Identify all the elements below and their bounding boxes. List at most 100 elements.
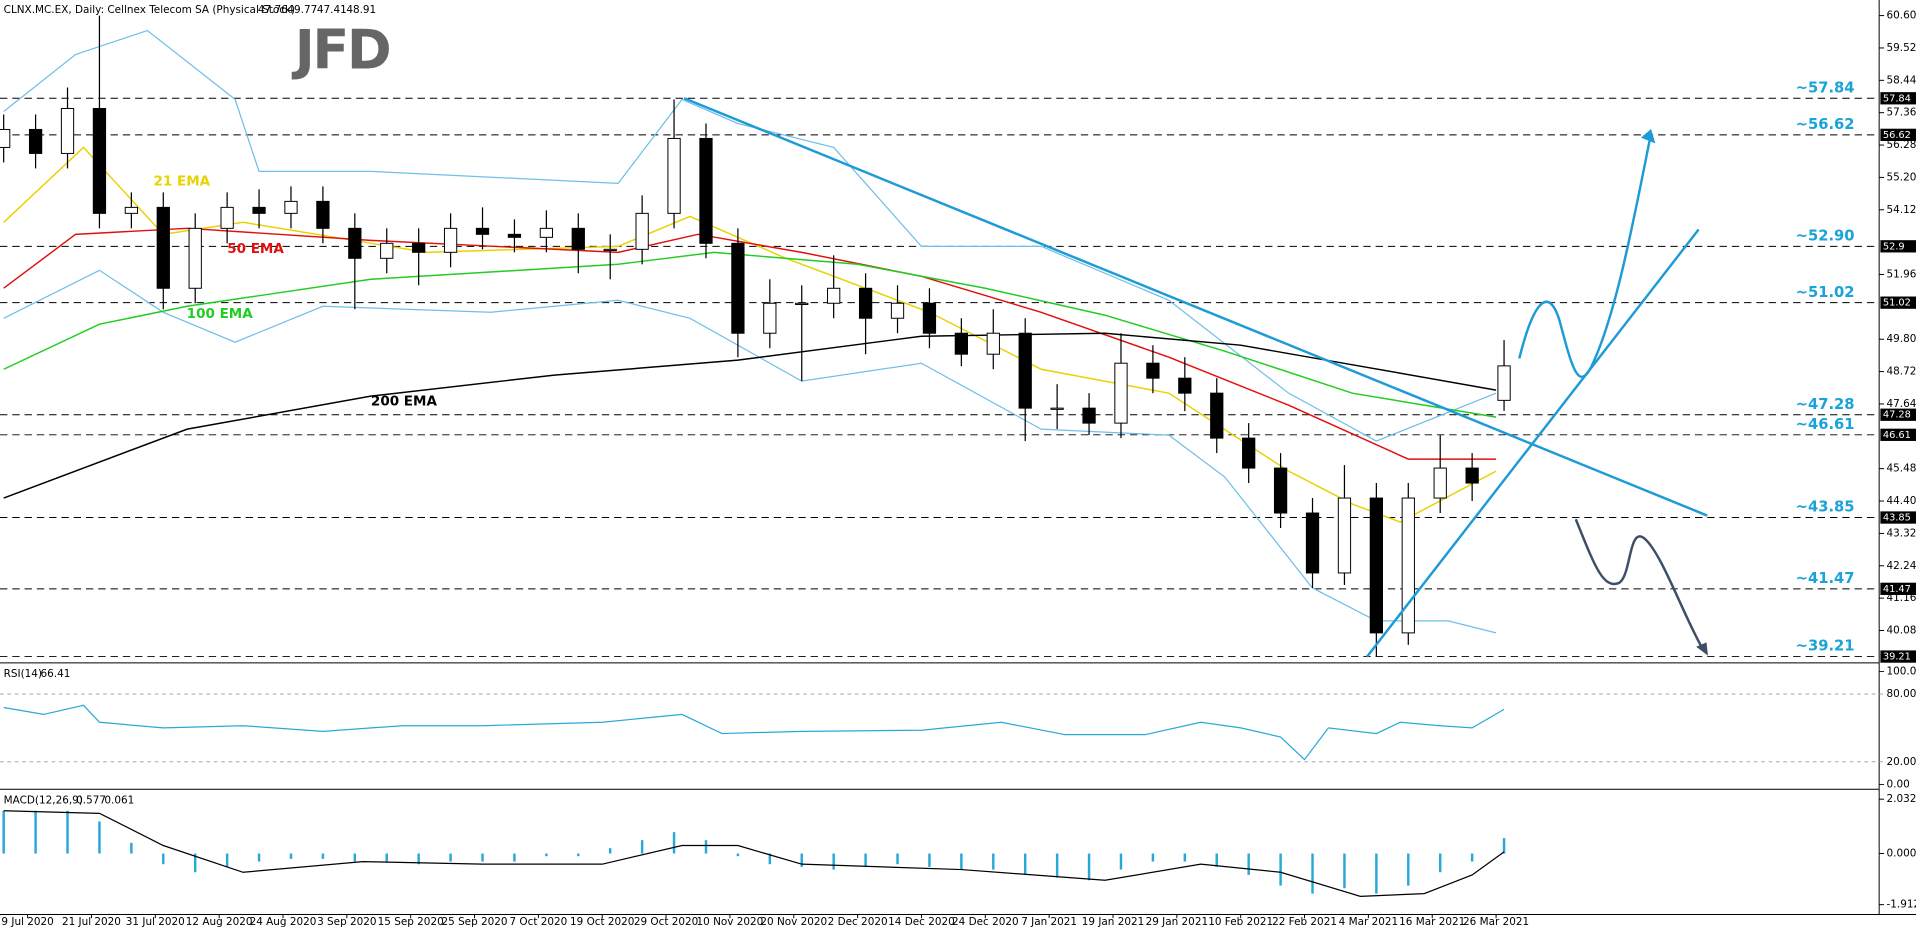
level-box [1880, 296, 1916, 309]
macd-hist-last: 0.577 [76, 794, 106, 806]
candle-body [539, 227, 553, 238]
x-tick-label: 31 Jul 2020 [126, 916, 185, 928]
candle-body [1050, 407, 1064, 410]
level-box [1880, 92, 1916, 105]
candle-body [1242, 437, 1256, 469]
candle-body [1401, 497, 1415, 634]
level-box [1880, 428, 1916, 441]
x-tick-label: 7 Jan 2021 [1021, 916, 1077, 928]
projection-down [1574, 518, 1704, 649]
arrow-head [1640, 129, 1656, 144]
candle-body [1210, 392, 1224, 439]
level-box-label: 52.9 [1883, 241, 1905, 252]
ema-line [3, 227, 1497, 460]
level-label: ~41.47 [1796, 570, 1855, 587]
x-tick-label: 16 Mar 2021 [1399, 916, 1465, 928]
candle-body [1433, 467, 1447, 499]
candle-body [699, 137, 713, 244]
rsi-tick-label: 20.00 [1887, 756, 1916, 768]
candle-body [1465, 467, 1479, 484]
y-tick-label: 58.44 [1887, 74, 1916, 86]
x-tick-label: 22 Feb 2021 [1272, 916, 1337, 928]
candle-body [252, 206, 266, 214]
level-box [1880, 582, 1916, 595]
ema-label: 50 EMA [227, 241, 284, 257]
x-tick-label: 20 Nov 2020 [760, 916, 827, 928]
downtrend-line [683, 97, 1708, 517]
y-tick-label: 41.16 [1887, 592, 1916, 604]
level-box-label: 57.84 [1883, 93, 1911, 104]
x-tick-label: 4 Mar 2021 [1339, 916, 1398, 928]
candle-body [348, 227, 362, 259]
candle-body [635, 212, 649, 250]
y-tick-label: 55.20 [1887, 171, 1916, 183]
candle-body [827, 287, 841, 304]
y-tick-label: 42.24 [1887, 560, 1916, 572]
rsi-tick-label: 0.00 [1887, 778, 1910, 790]
y-tick-label: 51.96 [1887, 268, 1916, 280]
level-label: ~52.90 [1796, 228, 1855, 245]
y-tick-label: 40.08 [1887, 624, 1916, 636]
candle-body [986, 332, 1000, 355]
y-tick-label: 54.12 [1887, 204, 1916, 216]
candle-body [0, 128, 11, 148]
uptrend-line [1366, 228, 1700, 658]
candle-body [795, 302, 809, 305]
candle-body [1146, 362, 1160, 379]
y-tick-label: 43.32 [1887, 527, 1916, 539]
macd-tick-label: -1.912 [1887, 899, 1916, 911]
header-open: 47.76 [258, 4, 288, 16]
candle-body [954, 332, 968, 355]
level-box-label: 46.61 [1883, 430, 1911, 441]
candle-body [412, 242, 426, 253]
ema-label: 100 EMA [187, 306, 254, 322]
header-low: 47.41 [317, 4, 347, 16]
candle-body [124, 206, 138, 214]
level-box-label: 41.47 [1883, 584, 1911, 595]
candle-body [443, 227, 458, 253]
candle-body [1018, 332, 1032, 409]
level-box [1880, 408, 1916, 421]
candle-body [1114, 362, 1128, 424]
ema-label: 21 EMA [154, 174, 211, 190]
candle-body [922, 302, 937, 334]
level-label: ~56.62 [1796, 116, 1855, 133]
level-box [1880, 511, 1916, 524]
macd-tick-label: 2.032 [1887, 793, 1916, 805]
x-tick-label: 24 Aug 2020 [250, 916, 317, 928]
level-label: ~57.84 [1796, 79, 1855, 96]
y-tick-label: 47.64 [1887, 398, 1916, 410]
x-tick-label: 2 Dec 2020 [828, 916, 888, 928]
drawings [683, 97, 1708, 658]
x-tick-label: 3 Sep 2020 [317, 916, 376, 928]
arrow-head [1696, 642, 1708, 656]
x-tick-label: 10 Nov 2020 [697, 916, 764, 928]
candle-body [28, 128, 43, 154]
y-tick-label: 48.72 [1887, 366, 1916, 378]
rsi-tick-label: 100.00 [1887, 665, 1916, 677]
x-tick-label: 26 Mar 2021 [1463, 916, 1529, 928]
candle-body [220, 206, 234, 229]
y-tick-label: 57.36 [1887, 107, 1916, 119]
candle-body [731, 242, 745, 334]
level-box-label: 47.28 [1883, 410, 1911, 421]
level-box-label: 39.21 [1883, 652, 1911, 663]
bollinger-upper [3, 29, 1497, 442]
rsi-line [3, 704, 1505, 761]
x-tick-label: 14 Dec 2020 [888, 916, 955, 928]
candle-body [1305, 512, 1320, 574]
y-tick-label: 44.40 [1887, 495, 1916, 507]
ema-line [3, 332, 1497, 499]
level-label: ~43.85 [1796, 499, 1855, 516]
x-tick-label: 19 Oct 2020 [570, 916, 634, 928]
macd-title: MACD(12,26,9) [4, 794, 83, 806]
x-tick-label: 24 Dec 2020 [952, 916, 1019, 928]
candle-body [890, 302, 905, 319]
x-tick-label: 12 Aug 2020 [186, 916, 253, 928]
y-tick-label: 45.48 [1887, 463, 1916, 475]
candle-body [667, 137, 681, 214]
